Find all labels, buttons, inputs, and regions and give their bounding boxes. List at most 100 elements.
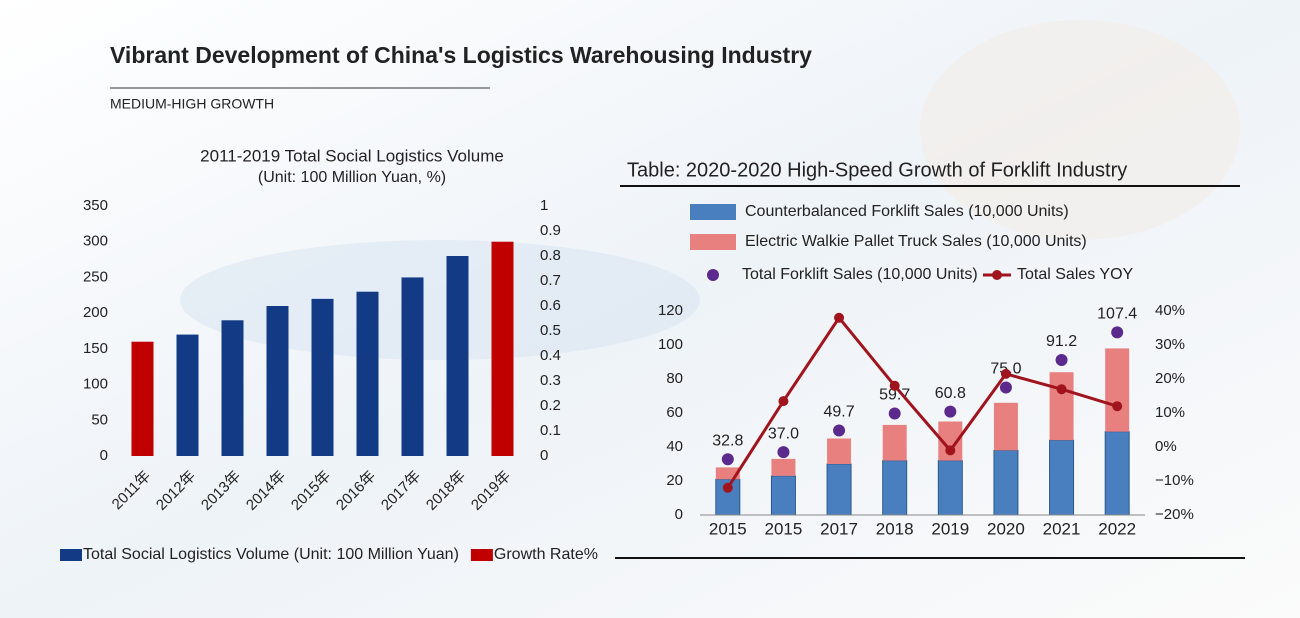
y-tick-label: 0 — [675, 506, 683, 523]
y-tick-label: 250 — [83, 268, 108, 285]
y2-tick-label: 0.4 — [540, 347, 561, 364]
y2-tick-label: 10% — [1155, 404, 1185, 421]
point — [833, 424, 846, 437]
bar — [401, 277, 424, 456]
decor — [180, 240, 700, 360]
point — [1055, 353, 1068, 366]
x-tick-label: 2019 — [931, 519, 969, 538]
y-tick-label: 120 — [658, 302, 683, 319]
legend-swatch — [470, 549, 493, 561]
x-tick-label: 2017 — [820, 519, 858, 538]
y-tick-label: 100 — [658, 336, 683, 353]
y2-tick-label: 0.9 — [540, 222, 561, 239]
point — [999, 381, 1012, 394]
data-label: 49.7 — [823, 404, 854, 421]
point — [888, 407, 901, 420]
x-tick-label: 2015 — [709, 519, 747, 538]
legend-swatch — [690, 204, 736, 220]
legend-label: Total Sales YOY — [1017, 266, 1134, 283]
data-label: 59.7 — [879, 387, 910, 404]
point — [944, 405, 957, 418]
x-tick-label: 2021 — [1043, 519, 1081, 538]
line-point — [1056, 384, 1067, 395]
y-tick-label: 200 — [83, 304, 108, 321]
legend-label: Growth Rate% — [494, 546, 598, 563]
bar — [1104, 431, 1130, 516]
y2-tick-label: 30% — [1155, 336, 1185, 353]
y-tick-label: 40 — [666, 438, 683, 455]
legend-label: Total Forklift Sales (10,000 Units) — [742, 266, 978, 283]
y-tick-label: 50 — [91, 411, 108, 428]
bar — [311, 298, 334, 456]
y2-tick-label: 0.5 — [540, 322, 561, 339]
bar — [221, 320, 244, 456]
legend-swatch — [690, 234, 736, 250]
y2-tick-label: 0.3 — [540, 372, 561, 389]
y2-tick-label: −10% — [1155, 472, 1194, 489]
y-tick-label: 150 — [83, 340, 108, 357]
legend-label: Electric Walkie Pallet Truck Sales (10,0… — [745, 233, 1087, 250]
bar — [176, 334, 199, 456]
y2-tick-label: 20% — [1155, 370, 1185, 387]
data-label: 91.2 — [1046, 333, 1077, 350]
y-tick-label: 0 — [100, 447, 108, 464]
bar — [446, 256, 469, 456]
line — [726, 315, 1118, 489]
bar — [993, 402, 1018, 451]
y2-tick-label: 0% — [1155, 438, 1177, 455]
y2-tick-label: 0.6 — [540, 297, 561, 314]
bar — [131, 341, 154, 456]
x-tick-label: 2022 — [1098, 519, 1136, 538]
bar — [1105, 348, 1130, 432]
legend-swatch — [992, 270, 1002, 280]
bar — [882, 460, 908, 516]
y2-tick-label: −20% — [1155, 506, 1194, 523]
legend-swatch — [707, 269, 719, 281]
line-point — [889, 380, 900, 391]
bar — [826, 463, 852, 516]
point — [721, 453, 734, 466]
y2-tick-label: 0 — [540, 447, 548, 464]
y2-tick-label: 0.8 — [540, 247, 561, 264]
line-point — [722, 482, 733, 493]
y2-tick-label: 40% — [1155, 302, 1185, 319]
y2-tick-label: 1 — [540, 197, 548, 214]
point — [777, 446, 790, 459]
x-tick-label: 2015 — [765, 519, 803, 538]
y-tick-label: 60 — [666, 404, 683, 421]
bar — [937, 460, 963, 516]
y-tick-label: 350 — [83, 197, 108, 214]
line-point — [1112, 401, 1123, 412]
y-tick-label: 20 — [666, 472, 683, 489]
line-point — [1000, 368, 1011, 379]
y-tick-label: 300 — [83, 233, 108, 250]
y2-tick-label: 0.2 — [540, 397, 561, 414]
data-label: 37.0 — [768, 425, 799, 442]
data-label: 107.4 — [1097, 306, 1137, 323]
point — [1111, 326, 1124, 339]
line-point — [945, 445, 956, 456]
legend-swatch — [60, 549, 82, 561]
bar — [882, 424, 907, 461]
legend-label: Counterbalanced Forklift Sales (10,000 U… — [745, 203, 1069, 220]
page-subtitle: MEDIUM-HIGH GROWTH — [110, 96, 274, 112]
bar — [715, 467, 740, 480]
line-point — [778, 396, 789, 407]
bar — [266, 306, 289, 456]
chart-subtitle: (Unit: 100 Million Yuan, %) — [258, 169, 446, 186]
bar — [1049, 372, 1074, 441]
page-title: Vibrant Development of China's Logistics… — [110, 42, 812, 68]
data-label: 60.8 — [935, 385, 966, 402]
x-tick-label: 2020 — [987, 519, 1025, 538]
line-point — [834, 312, 845, 323]
bar — [993, 449, 1019, 516]
bar — [770, 475, 796, 516]
bar — [1049, 439, 1075, 516]
legend-label: Total Social Logistics Volume (Unit: 100… — [83, 546, 459, 563]
bar — [356, 291, 379, 456]
y2-tick-label: 0.1 — [540, 422, 561, 439]
bar — [491, 241, 514, 456]
x-tick-label: 2018 — [876, 519, 914, 538]
data-label: 32.8 — [712, 432, 743, 449]
